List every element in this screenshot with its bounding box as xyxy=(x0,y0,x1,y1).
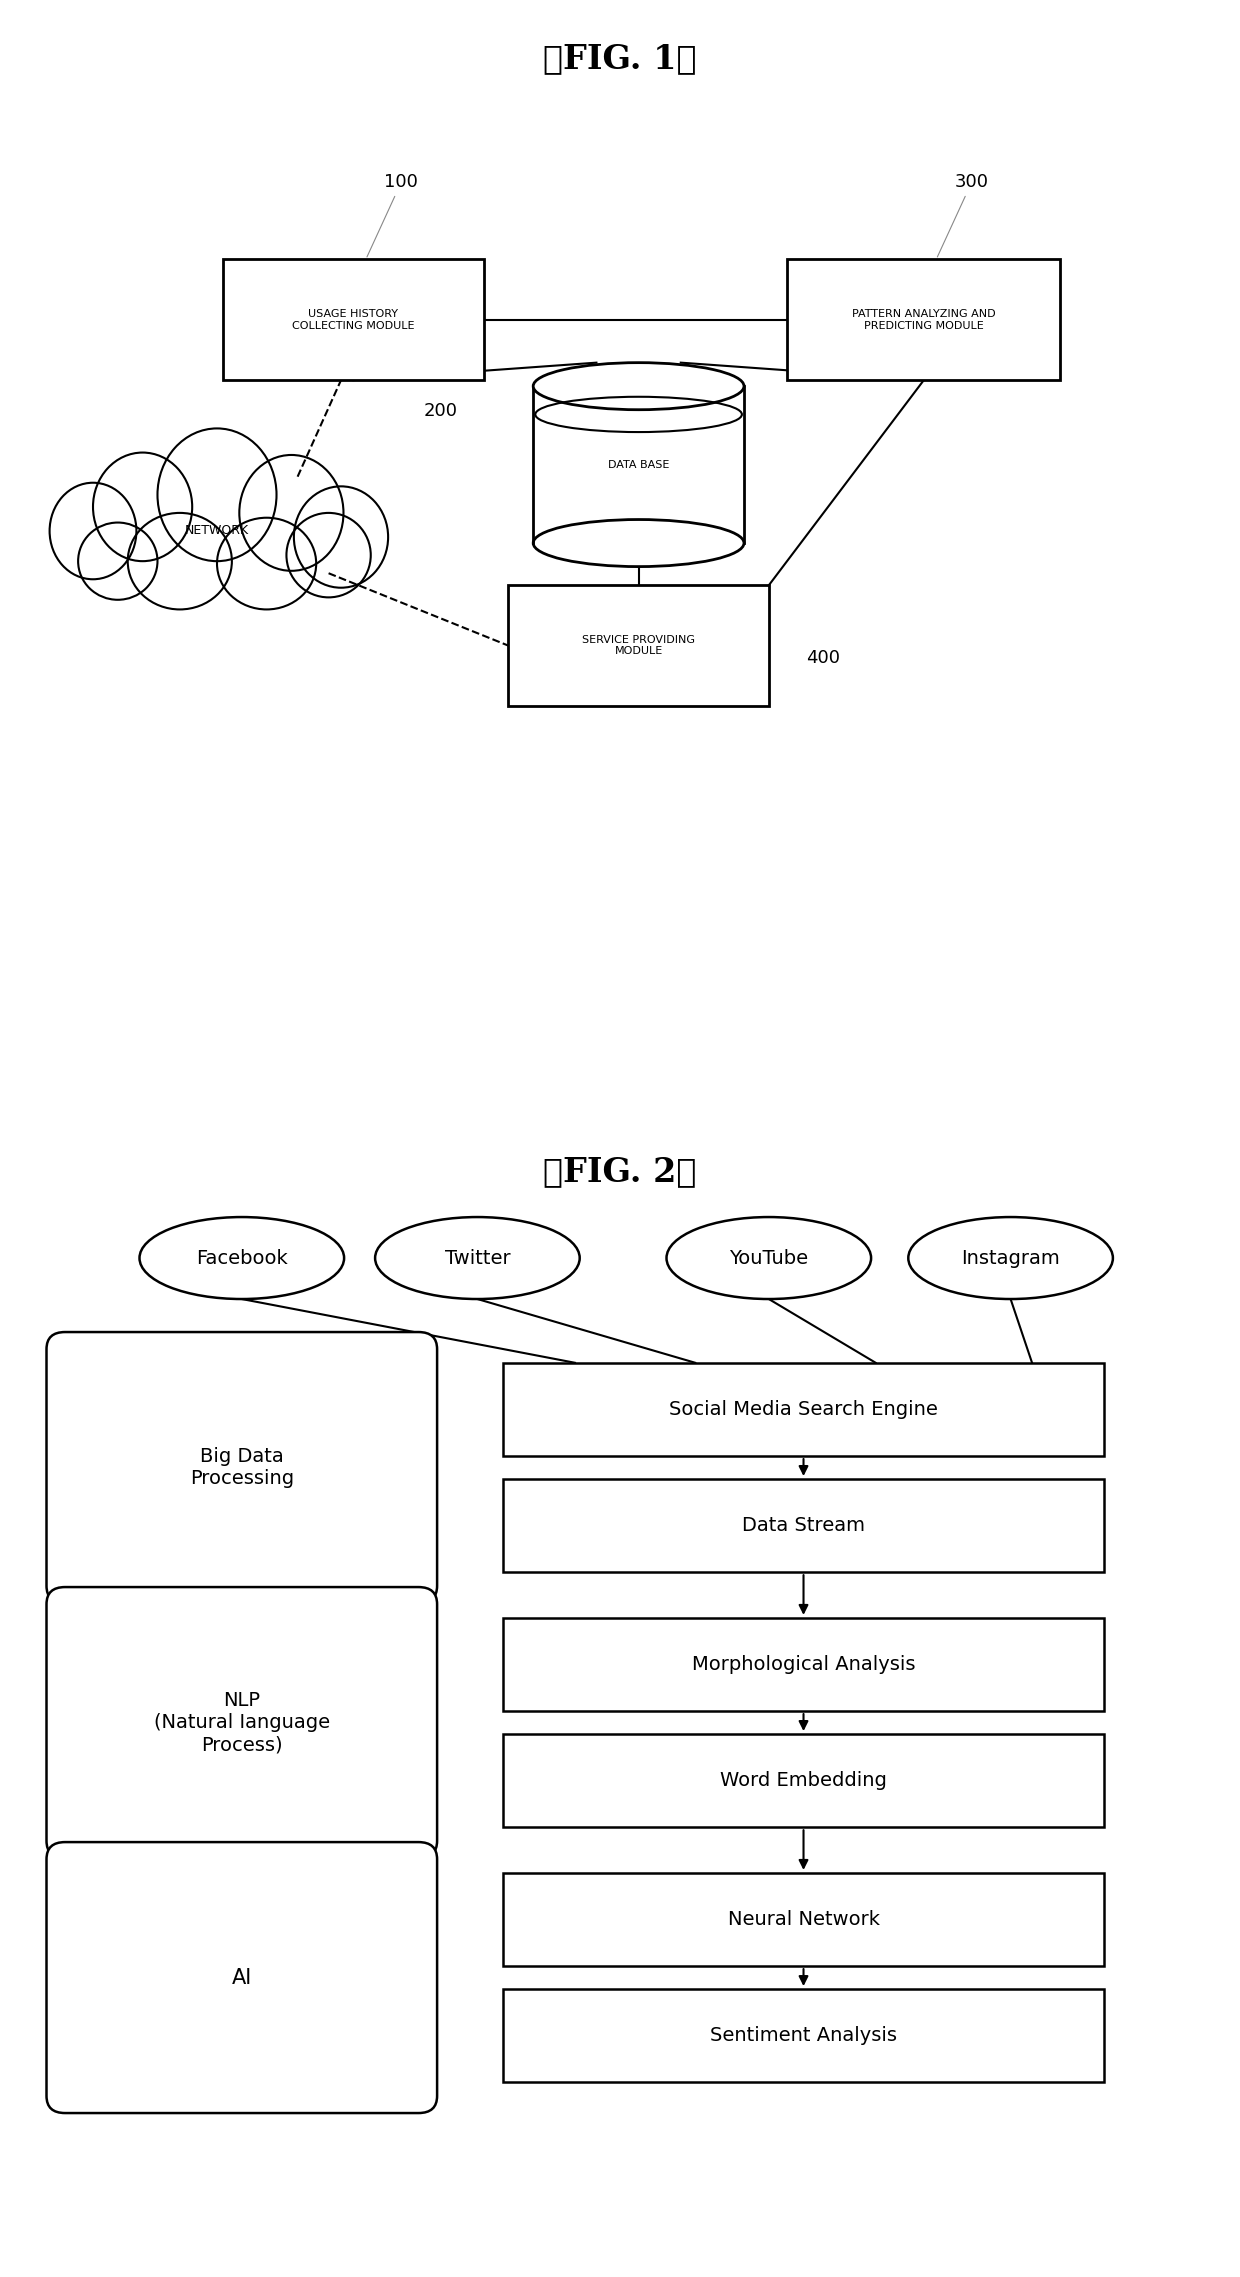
Ellipse shape xyxy=(93,453,192,560)
Ellipse shape xyxy=(139,1216,345,1298)
Text: SERVICE PROVIDING
MODULE: SERVICE PROVIDING MODULE xyxy=(582,635,696,656)
FancyBboxPatch shape xyxy=(223,260,484,380)
Text: DATA BASE: DATA BASE xyxy=(608,460,670,469)
Ellipse shape xyxy=(374,1216,580,1298)
Text: Twitter: Twitter xyxy=(445,1248,510,1268)
FancyBboxPatch shape xyxy=(503,1872,1105,1965)
Ellipse shape xyxy=(78,521,157,599)
FancyBboxPatch shape xyxy=(503,1480,1105,1571)
Ellipse shape xyxy=(667,1216,870,1298)
Bar xyxy=(533,387,744,542)
Text: NETWORK: NETWORK xyxy=(185,524,249,537)
Ellipse shape xyxy=(286,512,371,597)
Text: NLP
(Natural Ianguage
Process): NLP (Natural Ianguage Process) xyxy=(154,1692,330,1753)
Text: Data Stream: Data Stream xyxy=(742,1516,866,1535)
Ellipse shape xyxy=(217,517,316,610)
Ellipse shape xyxy=(533,362,744,410)
Text: Word Embedding: Word Embedding xyxy=(720,1772,887,1790)
Text: Facebook: Facebook xyxy=(196,1248,288,1268)
Text: YouTube: YouTube xyxy=(729,1248,808,1268)
FancyBboxPatch shape xyxy=(503,1735,1105,1826)
Ellipse shape xyxy=(294,487,388,587)
Ellipse shape xyxy=(157,428,277,560)
Text: Neural Network: Neural Network xyxy=(728,1910,879,1929)
Text: 300: 300 xyxy=(937,173,988,257)
FancyBboxPatch shape xyxy=(503,1617,1105,1712)
Text: 400: 400 xyxy=(806,649,839,667)
FancyBboxPatch shape xyxy=(508,585,769,706)
FancyBboxPatch shape xyxy=(47,1332,436,1603)
Text: 《FIG. 1》: 《FIG. 1》 xyxy=(543,43,697,75)
Text: 《FIG. 2》: 《FIG. 2》 xyxy=(543,1157,697,1189)
Text: Social Media Search Engine: Social Media Search Engine xyxy=(670,1400,937,1419)
Ellipse shape xyxy=(50,483,136,578)
Text: Big Data
Processing: Big Data Processing xyxy=(190,1446,294,1489)
Text: Instagram: Instagram xyxy=(961,1248,1060,1268)
Ellipse shape xyxy=(128,512,232,610)
Text: AI: AI xyxy=(232,1967,252,1988)
Text: 200: 200 xyxy=(423,403,458,421)
Text: PATTERN ANALYZING AND
PREDICTING MODULE: PATTERN ANALYZING AND PREDICTING MODULE xyxy=(852,310,996,330)
Ellipse shape xyxy=(908,1216,1112,1298)
FancyBboxPatch shape xyxy=(503,1990,1105,2081)
Ellipse shape xyxy=(533,519,744,567)
Text: Morphological Analysis: Morphological Analysis xyxy=(692,1655,915,1674)
FancyBboxPatch shape xyxy=(47,1842,436,2113)
Ellipse shape xyxy=(239,455,343,572)
Text: USAGE HISTORY
COLLECTING MODULE: USAGE HISTORY COLLECTING MODULE xyxy=(293,310,414,330)
FancyBboxPatch shape xyxy=(47,1587,436,1858)
Text: 100: 100 xyxy=(367,173,418,257)
FancyBboxPatch shape xyxy=(503,1362,1105,1457)
FancyBboxPatch shape xyxy=(787,260,1060,380)
Text: Sentiment Analysis: Sentiment Analysis xyxy=(711,2027,897,2045)
